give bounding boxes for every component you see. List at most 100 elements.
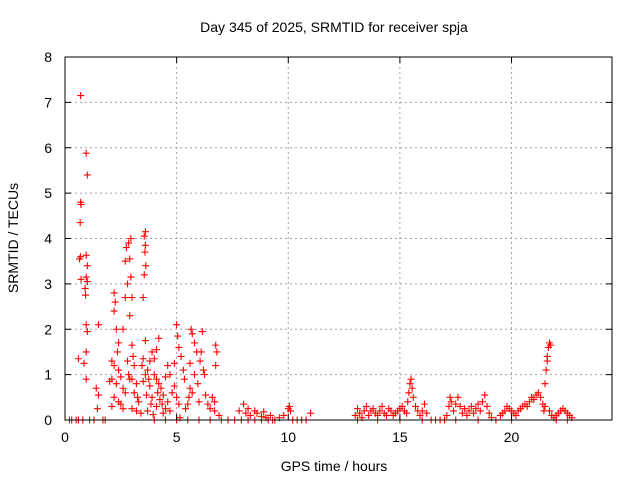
y-tick-label: 7 [44, 94, 52, 110]
data-point [130, 362, 138, 370]
data-point [82, 251, 90, 259]
data-point [92, 384, 100, 392]
data-point [443, 411, 451, 419]
data-point [137, 409, 145, 417]
data-point [168, 389, 176, 397]
data-point [404, 398, 412, 406]
data-point [132, 380, 140, 388]
data-point [387, 407, 395, 415]
data-point [212, 341, 220, 349]
data-point [420, 400, 428, 408]
data-point [174, 332, 182, 340]
data-point [454, 393, 462, 401]
data-point [83, 328, 91, 336]
data-point [472, 405, 480, 413]
data-points [65, 92, 576, 424]
data-point [204, 400, 212, 408]
data-point [196, 357, 204, 365]
data-point [122, 244, 130, 252]
data-point [184, 400, 192, 408]
data-point [121, 389, 129, 397]
data-point [125, 239, 133, 247]
data-point [465, 407, 473, 415]
data-point [110, 289, 118, 297]
data-point [141, 241, 149, 249]
data-point [117, 373, 125, 381]
data-point [474, 400, 482, 408]
data-point [188, 389, 196, 397]
x-tick-label: 20 [504, 429, 520, 445]
data-point [76, 219, 84, 227]
data-point [94, 321, 102, 329]
data-point [110, 362, 118, 370]
data-point [141, 337, 149, 345]
data-point [77, 275, 85, 283]
y-tick-label: 2 [44, 321, 52, 337]
data-point [150, 371, 158, 379]
data-point [512, 411, 520, 419]
data-point [149, 411, 157, 419]
data-point [141, 228, 149, 236]
data-point [467, 402, 475, 410]
data-point [182, 405, 190, 413]
data-point [456, 402, 464, 410]
data-point [81, 284, 89, 292]
data-point [119, 405, 127, 413]
y-tick-label: 3 [44, 276, 52, 292]
data-point [139, 377, 147, 385]
data-point [240, 400, 248, 408]
data-point [353, 405, 361, 413]
data-point [187, 325, 195, 333]
y-tick-label: 5 [44, 185, 52, 201]
data-point [286, 407, 294, 415]
data-point [534, 389, 542, 397]
data-point [83, 171, 91, 179]
data-point [119, 325, 127, 333]
data-point [188, 330, 196, 338]
data-point [483, 402, 491, 410]
data-point [211, 398, 219, 406]
data-point [280, 411, 288, 419]
chart-title: Day 345 of 2025, SRMTID for receiver spj… [200, 19, 468, 35]
data-point [141, 371, 149, 379]
data-point [128, 341, 136, 349]
data-point [406, 380, 414, 388]
data-point [80, 359, 88, 367]
data-point [74, 355, 82, 363]
data-point [197, 348, 205, 356]
data-point [142, 391, 150, 399]
data-point [485, 409, 493, 417]
y-tick-label: 6 [44, 140, 52, 156]
data-point [82, 321, 90, 329]
data-point [117, 400, 125, 408]
data-point [147, 400, 155, 408]
data-point [130, 389, 138, 397]
data-point [159, 409, 167, 417]
data-point [530, 396, 538, 404]
data-point [523, 402, 531, 410]
data-point [378, 402, 386, 410]
plot-frame [64, 56, 613, 421]
data-point [155, 334, 163, 342]
data-point [208, 393, 216, 401]
data-point [127, 273, 135, 281]
data-point [159, 391, 167, 399]
data-point [82, 273, 90, 281]
data-point [186, 384, 194, 392]
data-point [161, 373, 169, 381]
data-point [140, 271, 148, 279]
data-point [479, 398, 487, 406]
data-point [266, 411, 274, 419]
data-point [112, 325, 120, 333]
data-point [206, 405, 214, 413]
data-point [154, 389, 162, 397]
data-point [156, 396, 164, 404]
data-point [161, 405, 169, 413]
data-point [362, 402, 370, 410]
y-axis-label: SRMTID / TECUs [5, 183, 21, 293]
data-point [113, 348, 121, 356]
data-point [111, 298, 119, 306]
data-point [108, 357, 116, 365]
data-point [125, 371, 133, 379]
data-point [211, 407, 219, 415]
